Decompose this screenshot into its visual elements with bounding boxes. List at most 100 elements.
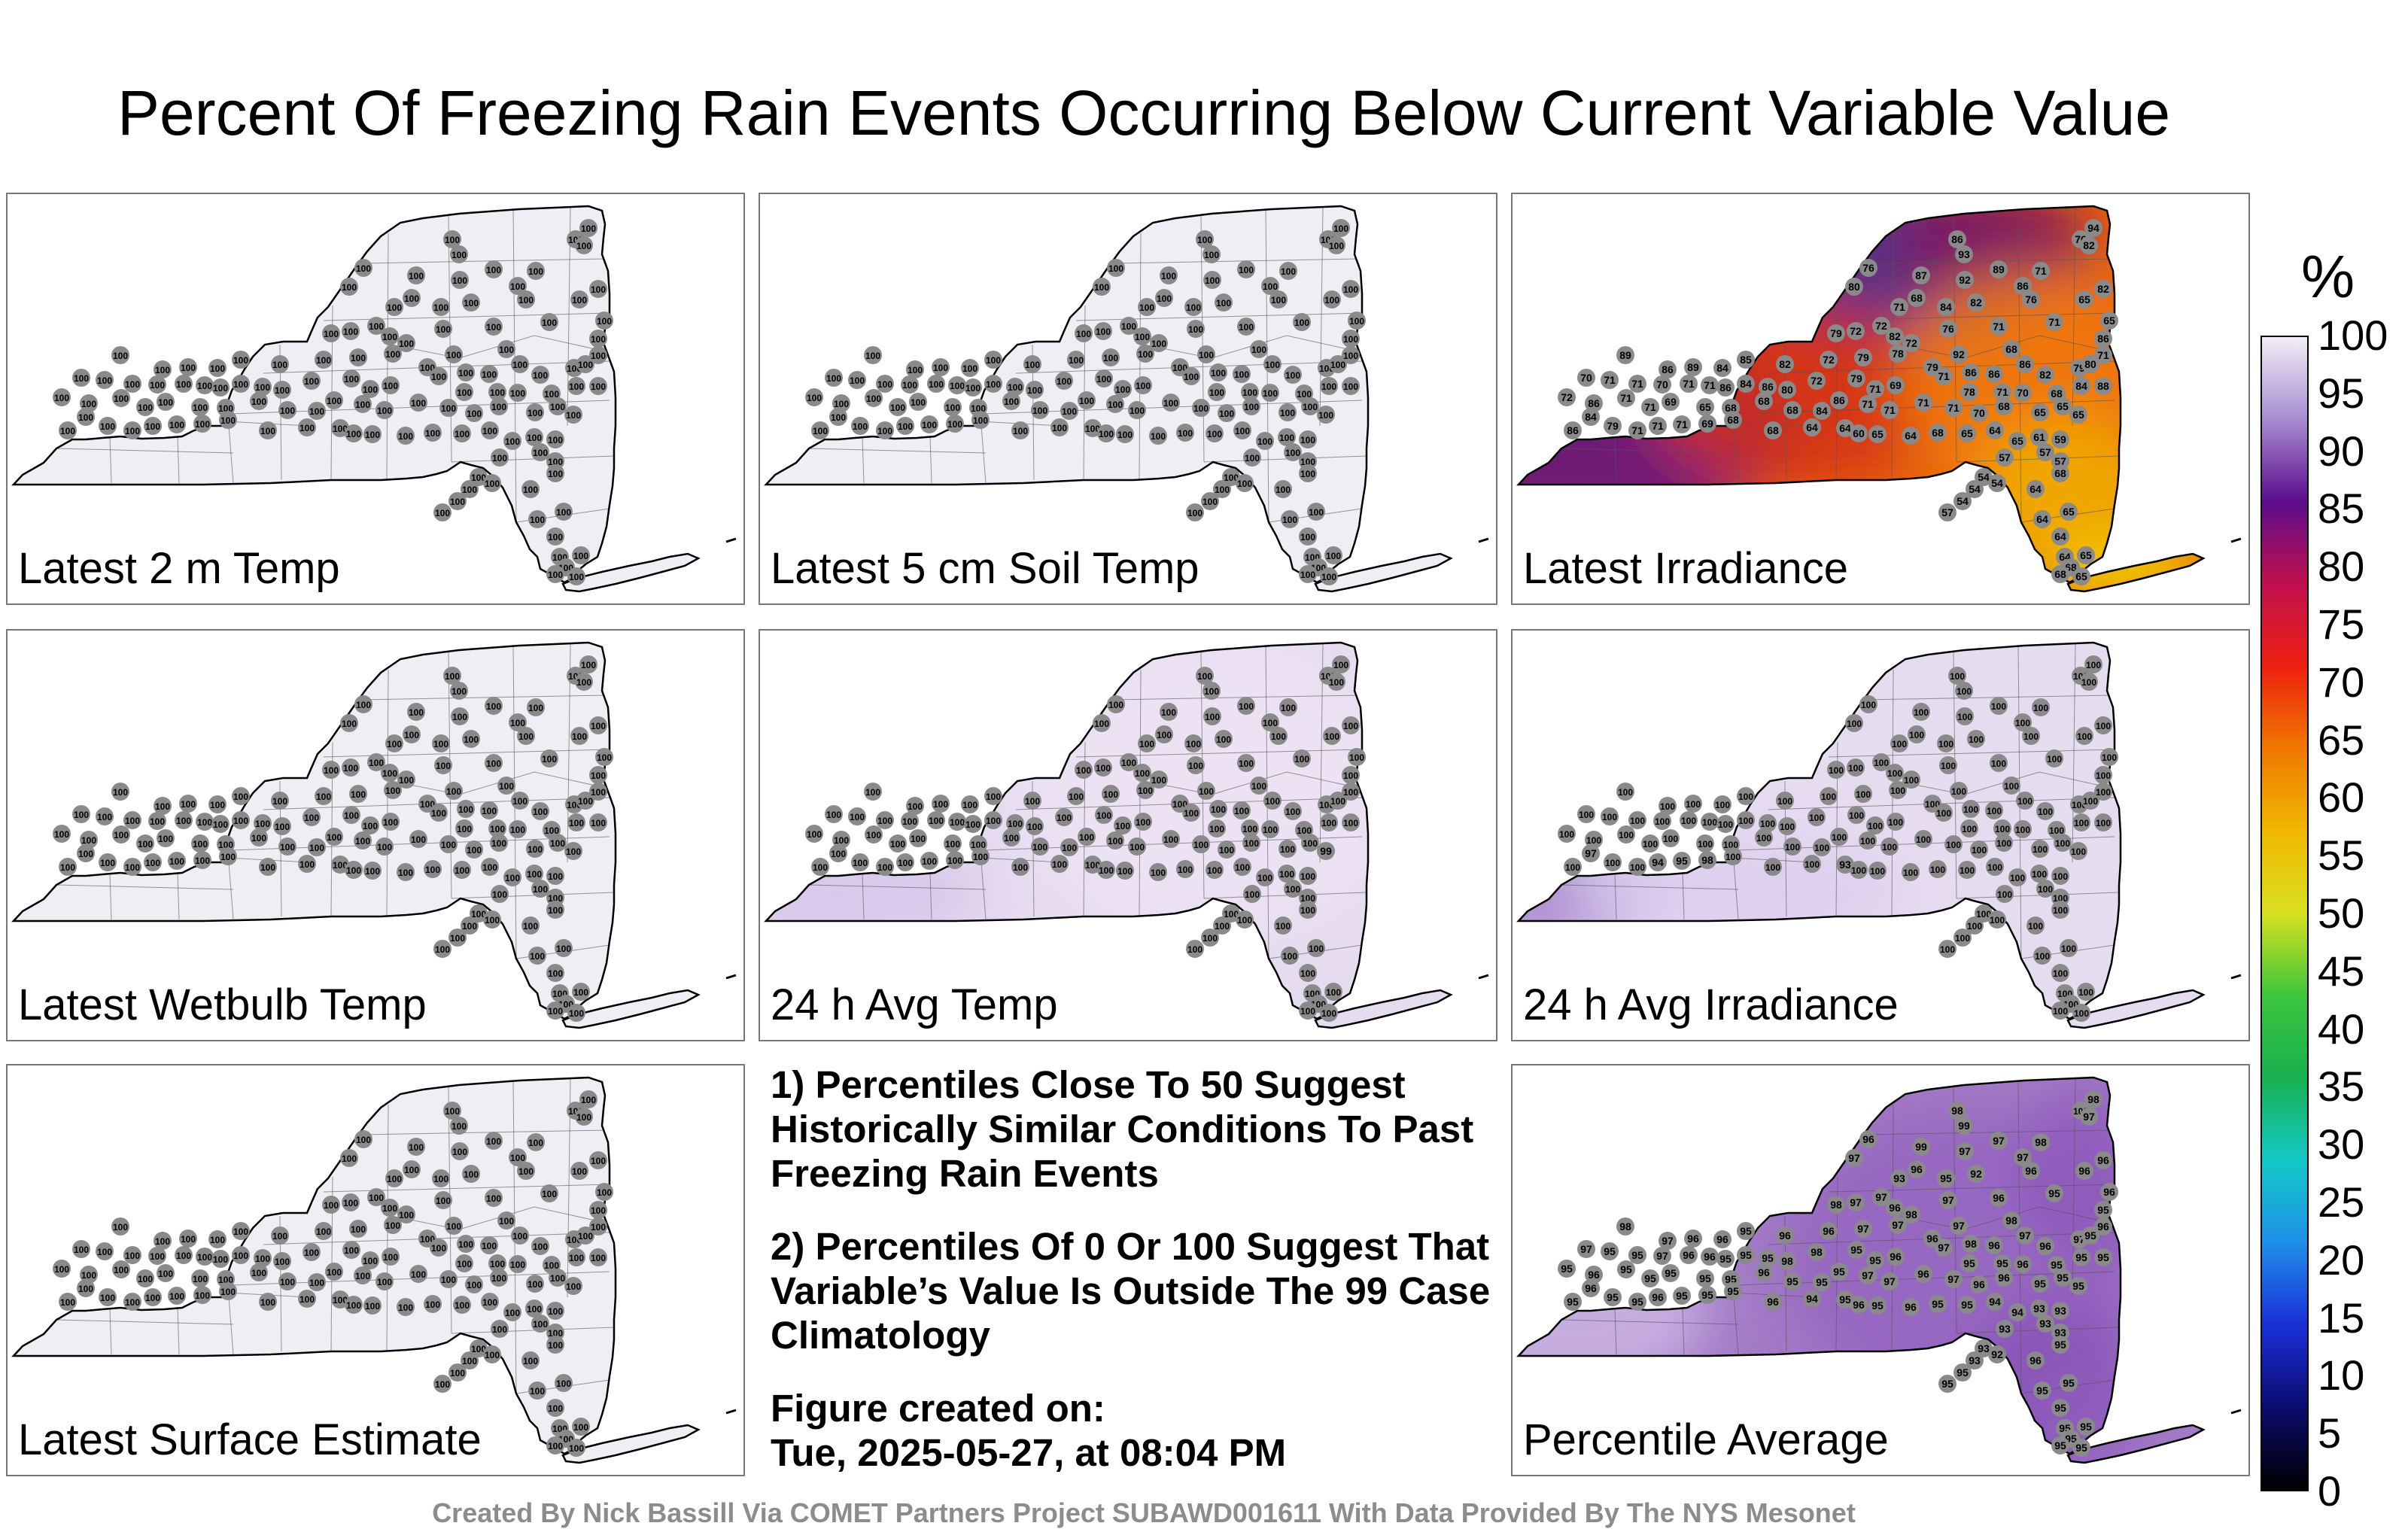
station-marker — [851, 417, 869, 435]
station-value: 100 — [1903, 868, 1918, 878]
station-value: 100 — [1946, 840, 1961, 850]
station-value: 100 — [60, 1297, 75, 1308]
station-marker — [298, 855, 316, 873]
station-marker — [546, 430, 564, 448]
station-value: 100 — [113, 351, 128, 361]
station-value: 100 — [54, 393, 69, 403]
station-marker — [430, 1239, 448, 1257]
station-value: 100 — [1216, 734, 1231, 745]
station-value: 100 — [813, 426, 828, 436]
station-marker — [191, 834, 209, 853]
station-marker — [2060, 939, 2078, 957]
station-value: 100 — [457, 824, 472, 834]
station-value: 96 — [2025, 1165, 2037, 1177]
station-value: 100 — [1660, 801, 1675, 812]
station-value: 100 — [383, 817, 398, 828]
station-value: 100 — [333, 424, 348, 434]
station-marker — [1986, 421, 2004, 439]
station-value: 100 — [834, 399, 849, 409]
station-value: 99 — [1958, 1120, 1970, 1132]
station-value: 92 — [1953, 348, 1965, 360]
county-line — [1956, 1327, 2120, 1334]
station-value: 100 — [467, 845, 482, 856]
station-value: 100 — [492, 889, 507, 900]
station-value: 100 — [1121, 758, 1136, 768]
station-value: 100 — [1280, 844, 1295, 855]
station-value: 100 — [853, 858, 868, 868]
station-marker — [1948, 230, 1966, 248]
station-value: 100 — [1209, 388, 1224, 398]
station-marker — [154, 797, 172, 815]
station-marker — [1582, 408, 1600, 426]
station-marker — [1243, 448, 1261, 467]
station-value: 100 — [1318, 410, 1333, 421]
station-marker — [2036, 880, 2054, 898]
station-value: 100 — [125, 816, 140, 826]
station-value: 100 — [1829, 765, 1844, 776]
station-value: 96 — [2039, 1240, 2051, 1252]
station-marker — [944, 398, 962, 416]
station-marker — [961, 359, 979, 377]
station-marker — [1929, 424, 1947, 442]
station-value: 100 — [1136, 381, 1151, 391]
station-value: 100 — [251, 833, 266, 843]
station-marker — [920, 852, 938, 870]
station-marker — [1299, 1002, 1317, 1020]
station-value: 100 — [435, 508, 450, 518]
station-marker — [196, 813, 214, 831]
station-marker — [345, 861, 363, 879]
station-value: 100 — [834, 835, 849, 846]
station-marker — [342, 806, 360, 824]
station-value: 100 — [138, 1274, 153, 1284]
station-value: 100 — [363, 1256, 378, 1266]
station-value: 100 — [1242, 824, 1257, 834]
station-marker — [1958, 861, 1976, 879]
station-marker — [1988, 474, 2006, 492]
station-marker — [175, 375, 193, 393]
station-marker — [1097, 424, 1115, 442]
station-value: 100 — [1343, 721, 1358, 731]
station-marker — [168, 1287, 186, 1305]
station-value: 100 — [351, 789, 366, 800]
station-marker — [1868, 425, 1887, 443]
station-value: 100 — [548, 435, 563, 445]
map-panel-soil-temp: 100 100 100 100 100 100 100 100 100 100 100 100 100 1… — [759, 193, 1497, 605]
station-value: 100 — [1330, 360, 1345, 370]
station-marker — [191, 398, 209, 416]
station-value: 100 — [445, 1106, 460, 1117]
station-value: 92 — [1959, 274, 1971, 286]
station-marker — [2051, 964, 2069, 982]
station-marker — [509, 384, 527, 402]
station-marker — [1988, 1345, 2006, 1363]
station-marker — [1960, 1254, 1978, 1272]
panel-label: 24 h Avg Temp — [771, 980, 1058, 1029]
station-value: 100 — [1715, 800, 1730, 810]
station-value: 93 — [1978, 1342, 1990, 1354]
station-marker — [196, 1248, 214, 1266]
station-marker — [1120, 317, 1138, 335]
station-marker — [1737, 787, 1755, 805]
station-value: 100 — [826, 373, 841, 384]
station-value: 100 — [1057, 813, 1072, 823]
station-value: 100 — [2078, 987, 2093, 998]
county-line — [448, 651, 452, 899]
station-marker — [531, 880, 549, 898]
station-value: 100 — [1135, 332, 1150, 342]
station-marker — [1187, 756, 1205, 774]
station-marker — [385, 1169, 403, 1187]
station-marker — [1182, 804, 1200, 822]
station-marker — [961, 795, 979, 813]
station-value: 86 — [1762, 381, 1774, 393]
station-marker — [1186, 503, 1204, 521]
station-value: 100 — [260, 426, 275, 436]
station-marker — [481, 421, 499, 439]
station-value: 100 — [569, 1253, 584, 1263]
station-marker — [1783, 1272, 1801, 1290]
station-marker — [271, 1226, 289, 1245]
station-value: 97 — [1938, 1242, 1950, 1254]
station-marker — [1324, 546, 1342, 564]
station-marker — [455, 1254, 473, 1272]
station-marker — [1213, 480, 1231, 498]
station-marker — [1299, 527, 1317, 546]
station-marker — [1820, 1222, 1838, 1240]
